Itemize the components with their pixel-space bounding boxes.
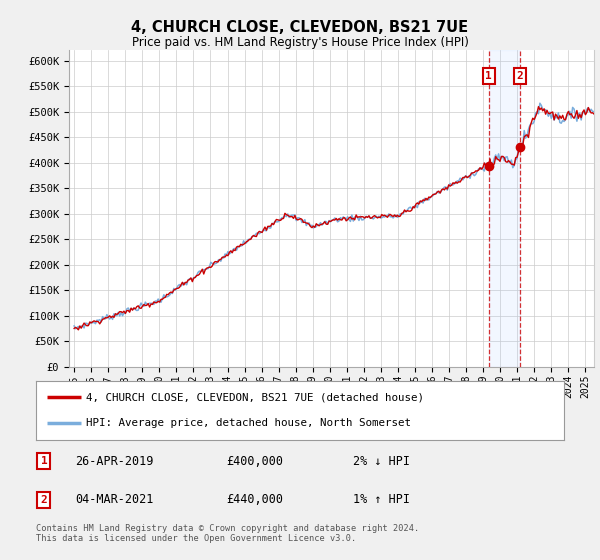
Bar bbox=[488, 50, 520, 367]
Text: £440,000: £440,000 bbox=[226, 493, 283, 506]
Text: 1% ↑ HPI: 1% ↑ HPI bbox=[353, 493, 410, 506]
Text: 04-MAR-2021: 04-MAR-2021 bbox=[76, 493, 154, 506]
Text: Contains HM Land Registry data © Crown copyright and database right 2024.
This d: Contains HM Land Registry data © Crown c… bbox=[36, 524, 419, 543]
Text: HPI: Average price, detached house, North Somerset: HPI: Average price, detached house, Nort… bbox=[86, 418, 411, 428]
Text: 2: 2 bbox=[41, 495, 47, 505]
Text: 2% ↓ HPI: 2% ↓ HPI bbox=[353, 455, 410, 468]
Text: 1: 1 bbox=[485, 71, 492, 81]
Text: 26-APR-2019: 26-APR-2019 bbox=[76, 455, 154, 468]
Text: 4, CHURCH CLOSE, CLEVEDON, BS21 7UE (detached house): 4, CHURCH CLOSE, CLEVEDON, BS21 7UE (det… bbox=[86, 392, 424, 402]
Text: Price paid vs. HM Land Registry's House Price Index (HPI): Price paid vs. HM Land Registry's House … bbox=[131, 36, 469, 49]
Text: 2: 2 bbox=[517, 71, 524, 81]
Text: 4, CHURCH CLOSE, CLEVEDON, BS21 7UE: 4, CHURCH CLOSE, CLEVEDON, BS21 7UE bbox=[131, 20, 469, 35]
Text: 1: 1 bbox=[41, 456, 47, 466]
Text: £400,000: £400,000 bbox=[226, 455, 283, 468]
